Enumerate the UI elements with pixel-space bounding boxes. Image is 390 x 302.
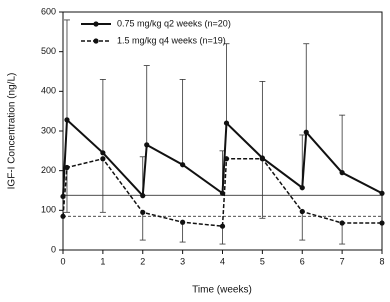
- x-tick-label: 5: [260, 256, 265, 266]
- x-tick-label: 0: [60, 256, 65, 266]
- plot-frame: [62, 11, 383, 251]
- data-point: [64, 164, 70, 171]
- data-point: [140, 193, 146, 199]
- x-tick-label: 7: [340, 256, 345, 266]
- y-tick-label: 600: [41, 6, 56, 16]
- y-tick-label: 100: [41, 205, 56, 215]
- y-tick-label: 300: [41, 125, 56, 135]
- data-point: [223, 120, 230, 126]
- x-tick-label: 8: [379, 256, 384, 266]
- data-point: [180, 219, 186, 225]
- x-tick-label: 1: [100, 256, 105, 266]
- data-point: [144, 142, 150, 148]
- data-point: [140, 209, 146, 215]
- data-point: [219, 223, 226, 229]
- data-point: [223, 156, 230, 162]
- data-point: [180, 162, 186, 168]
- y-tick-label: 0: [51, 244, 56, 254]
- y-axis-label: IGF-I Concentration (ng/L): [7, 73, 18, 190]
- data-point: [64, 117, 70, 123]
- x-tick-label: 3: [180, 256, 185, 266]
- data-point: [339, 220, 345, 226]
- x-tick-label: 2: [140, 256, 145, 266]
- x-axis-label: Time (weeks): [192, 285, 252, 296]
- x-tick-label: 6: [300, 256, 305, 266]
- x-tick-label: 4: [220, 256, 225, 266]
- y-tick-label: 400: [41, 86, 56, 96]
- data-point: [299, 185, 305, 191]
- legend-label: 0.75 mg/kg q2 weeks (n=20): [117, 18, 231, 28]
- data-point: [339, 170, 345, 176]
- data-point: [379, 220, 385, 226]
- legend-label: 1.5 mg/kg q4 weeks (n=19): [117, 35, 226, 45]
- data-point: [100, 150, 106, 156]
- legend-marker: [93, 38, 99, 44]
- data-point: [379, 190, 385, 196]
- data-point: [259, 156, 265, 162]
- data-point: [60, 213, 66, 219]
- y-tick-label: 200: [41, 165, 56, 175]
- legend-marker: [93, 21, 99, 27]
- data-point: [303, 129, 309, 135]
- data-point: [100, 156, 106, 162]
- y-tick-label: 500: [41, 46, 56, 56]
- series-line: [62, 157, 382, 228]
- data-point: [299, 208, 305, 215]
